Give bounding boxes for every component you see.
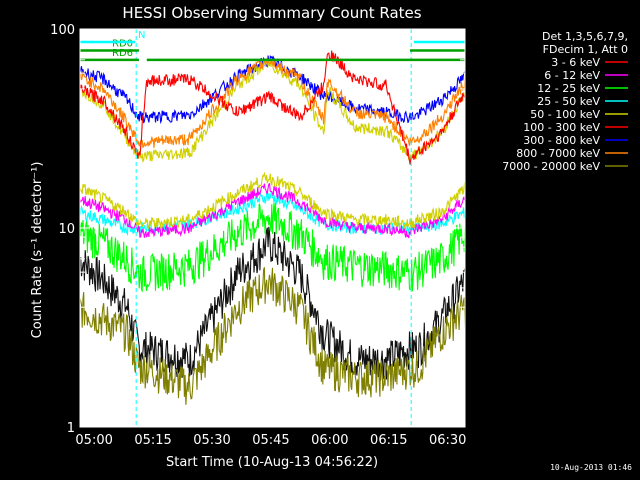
series-line-2 xyxy=(79,58,466,148)
legend-entry-label: 25 - 50 keV xyxy=(537,95,600,108)
legend-entry-label: 7000 - 20000 keV xyxy=(502,160,600,173)
legend-entry-label: 3 - 6 keV xyxy=(551,56,600,69)
y-tick-label: 10 xyxy=(58,222,75,237)
x-tick-label: 06:00 xyxy=(311,433,348,448)
flag-label-rd0: RD0 xyxy=(112,38,133,49)
y-axis-label: Count Rate (s⁻¹ detector⁻¹) xyxy=(30,162,45,339)
flag-label-n: N xyxy=(138,30,145,41)
x-tick-label: 05:30 xyxy=(193,433,230,448)
x-tick-label: 06:30 xyxy=(429,433,466,448)
series-line-10 xyxy=(79,226,466,381)
x-tick-label: 05:15 xyxy=(134,433,171,448)
series-line-9 xyxy=(79,267,466,405)
y-tick-label: 100 xyxy=(50,23,75,38)
chart-title: HESSI Observing Summary Count Rates xyxy=(122,4,421,22)
legend-header-line: FDecim 1, Att 0 xyxy=(543,43,628,56)
legend-entry-label: 12 - 25 keV xyxy=(537,82,600,95)
legend-header-line: Det 1,3,5,6,7,9, xyxy=(542,30,628,43)
legend-entry-label: 800 - 7000 keV xyxy=(516,147,600,160)
legend-entry-label: 300 - 800 keV xyxy=(523,134,600,147)
series-line-8 xyxy=(79,202,466,293)
x-axis-label: Start Time (10-Aug-13 04:56:22) xyxy=(166,455,378,470)
timestamp-footer: 10-Aug-2013 01:46 xyxy=(550,463,632,472)
legend: Det 1,3,5,6,7,9,FDecim 1, Att 03 - 6 keV… xyxy=(502,30,628,173)
series-line-5 xyxy=(79,171,466,230)
y-tick-label: 1 xyxy=(67,421,75,436)
x-tick-label: 06:15 xyxy=(370,433,407,448)
legend-entry-label: 6 - 12 keV xyxy=(544,69,600,82)
x-tick-label: 05:45 xyxy=(252,433,289,448)
series-line-1 xyxy=(79,50,466,165)
x-tick-label: 05:00 xyxy=(75,433,112,448)
legend-entry-label: 100 - 300 keV xyxy=(523,121,600,134)
flag-label-rd6: RD6 xyxy=(112,48,133,59)
legend-entry-label: 50 - 100 keV xyxy=(530,108,600,121)
series-line-6 xyxy=(79,183,466,239)
